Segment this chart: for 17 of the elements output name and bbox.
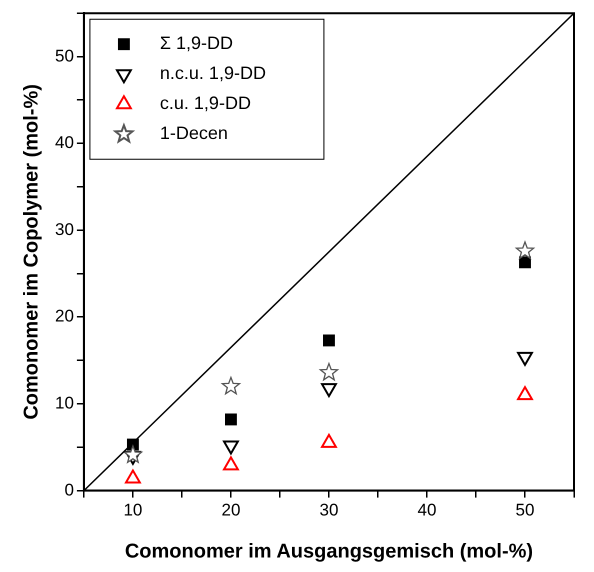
y-tick-label: 40 [54, 133, 74, 152]
x-axis-title: Comonomer im Ausgangsgemisch (mol-%) [124, 540, 534, 563]
x-tick-label: 10 [123, 500, 142, 520]
x-tick-label: 50 [516, 500, 534, 520]
x-tick-label: 40 [418, 500, 436, 520]
legend-label: n.c.u. 1,9-DD [160, 63, 266, 84]
y-tick-label: 10 [54, 393, 74, 412]
y-tick-label: 0 [64, 480, 74, 500]
y-tick-label: 50 [54, 46, 74, 66]
legend-label: c.u. 1,9-DD [160, 93, 251, 114]
y-axis-title: Comonomer im Copolymer (mol-%) [20, 84, 43, 420]
x-tick-label: 30 [319, 500, 338, 520]
y-tick-label: 20 [54, 306, 74, 326]
legend-label: 1-Decen [160, 123, 228, 144]
y-tick-label: 30 [54, 220, 74, 239]
x-tick-label: 20 [221, 500, 240, 520]
legend-label: Σ 1,9-DD [160, 33, 234, 54]
